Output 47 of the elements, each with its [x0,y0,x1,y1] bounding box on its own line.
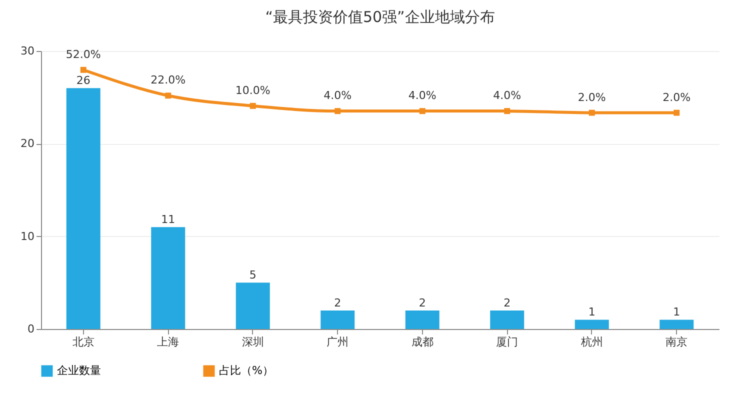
bar [151,227,186,329]
legend-label: 企业数量 [57,364,101,377]
bar [236,282,270,329]
y-tick-label: 30 [20,44,34,58]
x-tick-label: 上海 [157,336,180,348]
bar [320,310,355,329]
data-label: 2 [334,296,342,310]
point [419,108,426,114]
y-tick-label: 0 [28,322,34,336]
bar [66,88,100,329]
point [504,108,510,114]
x-tick-label: 厦门 [496,336,518,348]
data-label: 5 [249,268,256,282]
point [674,110,680,116]
data-label: 10.0% [235,84,270,97]
x-tick-label: 南京 [666,336,688,348]
x-tick-label: 成都 [411,336,434,348]
x-tick-label: 北京 [72,336,94,348]
point [80,66,86,73]
bar [660,320,694,329]
point [250,102,256,109]
data-label: 26 [76,74,90,88]
data-label: 11 [161,213,176,226]
point [588,110,595,116]
data-label: 1 [588,306,596,319]
data-label: 4.0% [408,89,436,102]
bar [405,310,440,329]
data-label: 2 [504,296,511,310]
data-label: 52.0% [66,48,101,61]
y-tick-label: 20 [20,137,34,150]
x-tick-label: 深圳 [242,336,264,348]
data-label: 4.0% [493,89,522,102]
data-label: 4.0% [324,89,352,102]
point [334,108,341,114]
bar [490,310,524,329]
data-label: 2.0% [662,90,691,104]
point [165,92,172,99]
data-label: 2 [418,296,426,310]
y-tick-label: 10 [20,230,34,243]
x-tick-label: 广州 [326,336,349,348]
x-tick-label: 杭州 [580,336,603,348]
bar [574,320,609,329]
data-label: 22.0% [150,74,186,87]
data-label: 1 [673,306,680,319]
chart-title: “最具投资价值50强”企业地域分布 [265,8,495,26]
legend-label: 占比（%） [219,364,274,377]
data-label: 2.0% [578,90,606,104]
